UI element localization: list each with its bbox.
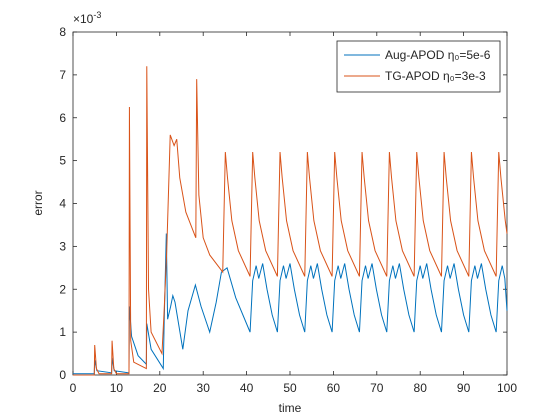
y-tick-label: 5 xyxy=(59,154,66,168)
y-exponent-power: -3 xyxy=(93,10,101,20)
y-tick-label: 2 xyxy=(59,282,66,296)
legend-label: TG-APOD η₀=3e-3 xyxy=(385,69,486,83)
y-tick-label: 0 xyxy=(59,368,66,382)
x-tick-label: 100 xyxy=(497,381,517,395)
legend-label: Aug-APOD η₀=5e-6 xyxy=(385,48,491,62)
x-tick-label: 50 xyxy=(283,381,297,395)
y-tick-label: 4 xyxy=(59,197,66,211)
y-tick-label: 1 xyxy=(59,325,66,339)
x-tick-label: 40 xyxy=(240,381,254,395)
x-tick-label: 10 xyxy=(110,381,124,395)
y-tick-label: 8 xyxy=(59,25,66,39)
y-tick-label: 7 xyxy=(59,68,66,82)
y-exponent: ×10-3 xyxy=(73,10,101,26)
y-tick-label: 3 xyxy=(59,239,66,253)
x-tick-label: 90 xyxy=(457,381,471,395)
x-tick-label: 70 xyxy=(370,381,384,395)
y-exponent-base: ×10 xyxy=(73,12,94,26)
x-tick-label: 30 xyxy=(197,381,211,395)
x-tick-label: 80 xyxy=(414,381,428,395)
y-axis-label: error xyxy=(31,190,45,215)
y-tick-label: 6 xyxy=(59,111,66,125)
series-line xyxy=(73,66,508,376)
legend xyxy=(336,40,501,93)
x-tick-label: 0 xyxy=(70,381,77,395)
x-tick-label: 60 xyxy=(327,381,341,395)
x-tick-label: 20 xyxy=(153,381,167,395)
x-axis-label: time xyxy=(279,401,302,415)
